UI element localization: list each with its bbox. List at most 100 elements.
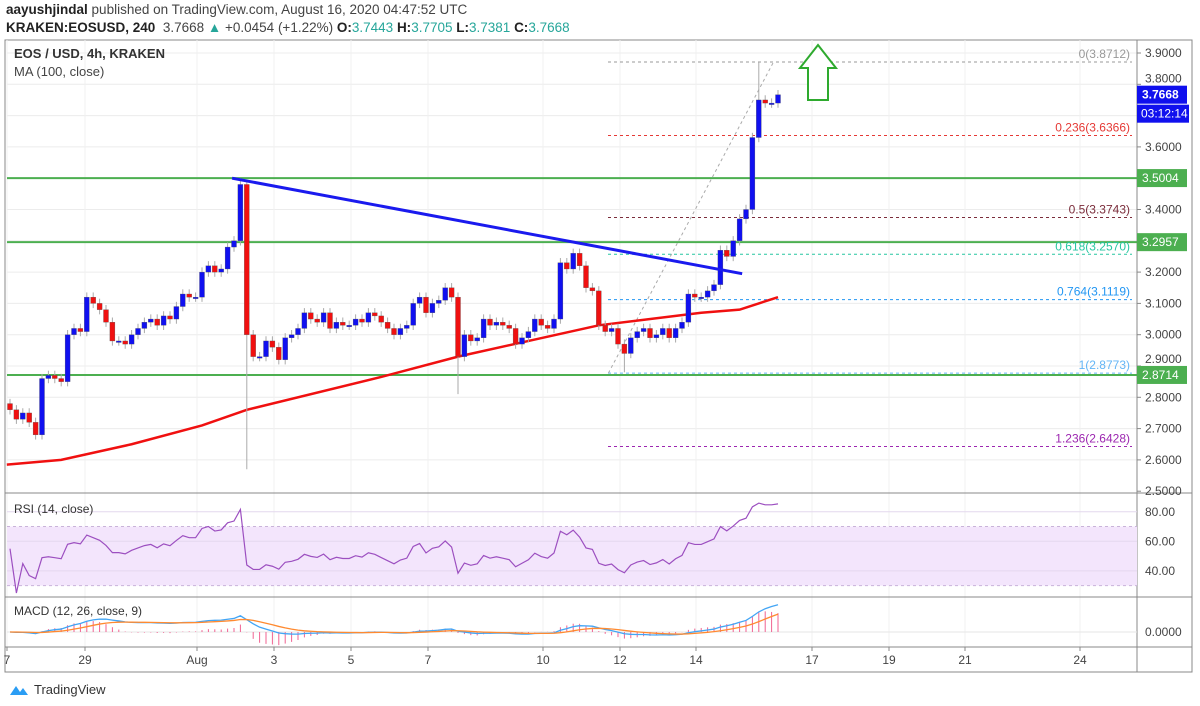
candle-up (429, 303, 436, 313)
candle-down (583, 265, 589, 288)
time-tick-label: 29 (78, 653, 92, 667)
brand-name: TradingView (34, 682, 106, 697)
time-tick-label: 7 (425, 653, 432, 667)
candle-up (192, 296, 199, 299)
candle-down (615, 328, 621, 345)
candle-up (352, 318, 359, 326)
candle-down (13, 409, 20, 420)
tradingview-cloud-icon (10, 685, 28, 695)
candle-down (340, 322, 346, 326)
candle-up (416, 296, 423, 304)
signal-line (9, 613, 779, 635)
candle-down (544, 325, 551, 329)
candle-up (493, 322, 500, 326)
chart-title: EOS / USD, 4h, KRAKEN (14, 46, 165, 61)
candle-up (346, 325, 352, 327)
change: +0.0454 (+1.22%) (225, 20, 334, 35)
price-tick-label: 3.8000 (1145, 72, 1182, 86)
candle-up (116, 340, 122, 343)
price-tick-label: 3.1000 (1145, 296, 1182, 310)
open-label: O: (336, 20, 352, 35)
candle-up (775, 94, 781, 104)
candle-up (224, 246, 231, 270)
candle-up (480, 318, 487, 338)
candle-up (365, 312, 372, 323)
price-tick-label: 2.6000 (1145, 453, 1182, 467)
rsi-tick-label: 60.00 (1145, 534, 1175, 548)
candle-up (231, 240, 237, 248)
candle-up (218, 268, 224, 273)
candle-up (436, 300, 442, 304)
fib-level-label: 0.5(3.3743) (1069, 203, 1130, 217)
ma-legend[interactable]: MA (100, close) (14, 64, 105, 79)
price-tick-label: 2.8000 (1145, 390, 1182, 404)
candle-down (455, 296, 461, 357)
candle-up (135, 328, 141, 335)
candle-up (128, 334, 135, 345)
macd-legend[interactable]: MACD (12, 26, close, 9) (14, 604, 143, 618)
candle-down (589, 287, 596, 292)
level-price-tag (1137, 169, 1187, 188)
candle-down (621, 343, 628, 354)
up-arrow-icon (797, 43, 839, 101)
candle-up (736, 218, 743, 241)
tradingview-logo[interactable]: TradingView (8, 682, 106, 697)
candle-down (32, 422, 39, 436)
candle-up (743, 209, 749, 220)
candle-down (276, 347, 282, 360)
candle-down (378, 315, 384, 323)
candle-down (7, 403, 13, 410)
level-price-label: 2.8714 (1142, 368, 1179, 382)
fib-level-label: 1(2.8773) (1079, 358, 1130, 372)
candle-up (608, 328, 615, 332)
rsi-tick-label: 40.00 (1145, 564, 1175, 578)
candle-up (698, 296, 704, 299)
candle-down (512, 328, 519, 345)
countdown-tag (1137, 104, 1189, 123)
author-link[interactable]: aayushjindal (6, 2, 88, 17)
candle-up (532, 318, 538, 332)
candle-up (295, 328, 301, 335)
high-value: 3.7705 (411, 20, 453, 35)
high-label: H: (396, 20, 412, 35)
candle-down (52, 375, 58, 379)
price-tick-label: 3.6000 (1145, 140, 1182, 154)
candle-up (397, 328, 404, 335)
candle-down (647, 328, 653, 338)
candle-down (308, 312, 314, 320)
chart-frame (4, 39, 1193, 673)
candle-up (410, 303, 416, 326)
candle-up (679, 322, 685, 329)
candle-up (64, 334, 71, 382)
fib-trend-line (607, 61, 774, 374)
current-price-tag (1137, 85, 1187, 104)
candle-down (359, 318, 365, 323)
candle-down (244, 184, 250, 335)
candle-up (173, 306, 180, 320)
candle-up (39, 378, 45, 436)
candle-up (45, 375, 52, 379)
low-label: L: (456, 20, 469, 35)
rsi-band (7, 526, 1137, 586)
candle-down (77, 328, 84, 332)
candle-down (506, 325, 512, 329)
candle-up (84, 296, 90, 332)
time-tick-label: 21 (958, 653, 972, 667)
candle-up (660, 328, 666, 335)
time-tick-label: Aug (186, 653, 207, 667)
candle-up (711, 284, 717, 292)
rsi-legend[interactable]: RSI (14, close) (14, 502, 94, 516)
candle-up (717, 250, 724, 285)
candle-down (487, 318, 493, 326)
publish-text: published on TradingView.com, August 16,… (91, 2, 468, 17)
fib-level-label: 0.764(3.1119) (1057, 285, 1130, 299)
candle-up (519, 337, 525, 345)
open-value: 3.7443 (351, 20, 394, 35)
candle-down (468, 334, 474, 342)
candle-down (762, 99, 768, 104)
candle-up (461, 334, 468, 357)
candle-up (570, 253, 576, 270)
price-tick-label: 2.7000 (1145, 422, 1182, 436)
candle-down (103, 309, 109, 323)
